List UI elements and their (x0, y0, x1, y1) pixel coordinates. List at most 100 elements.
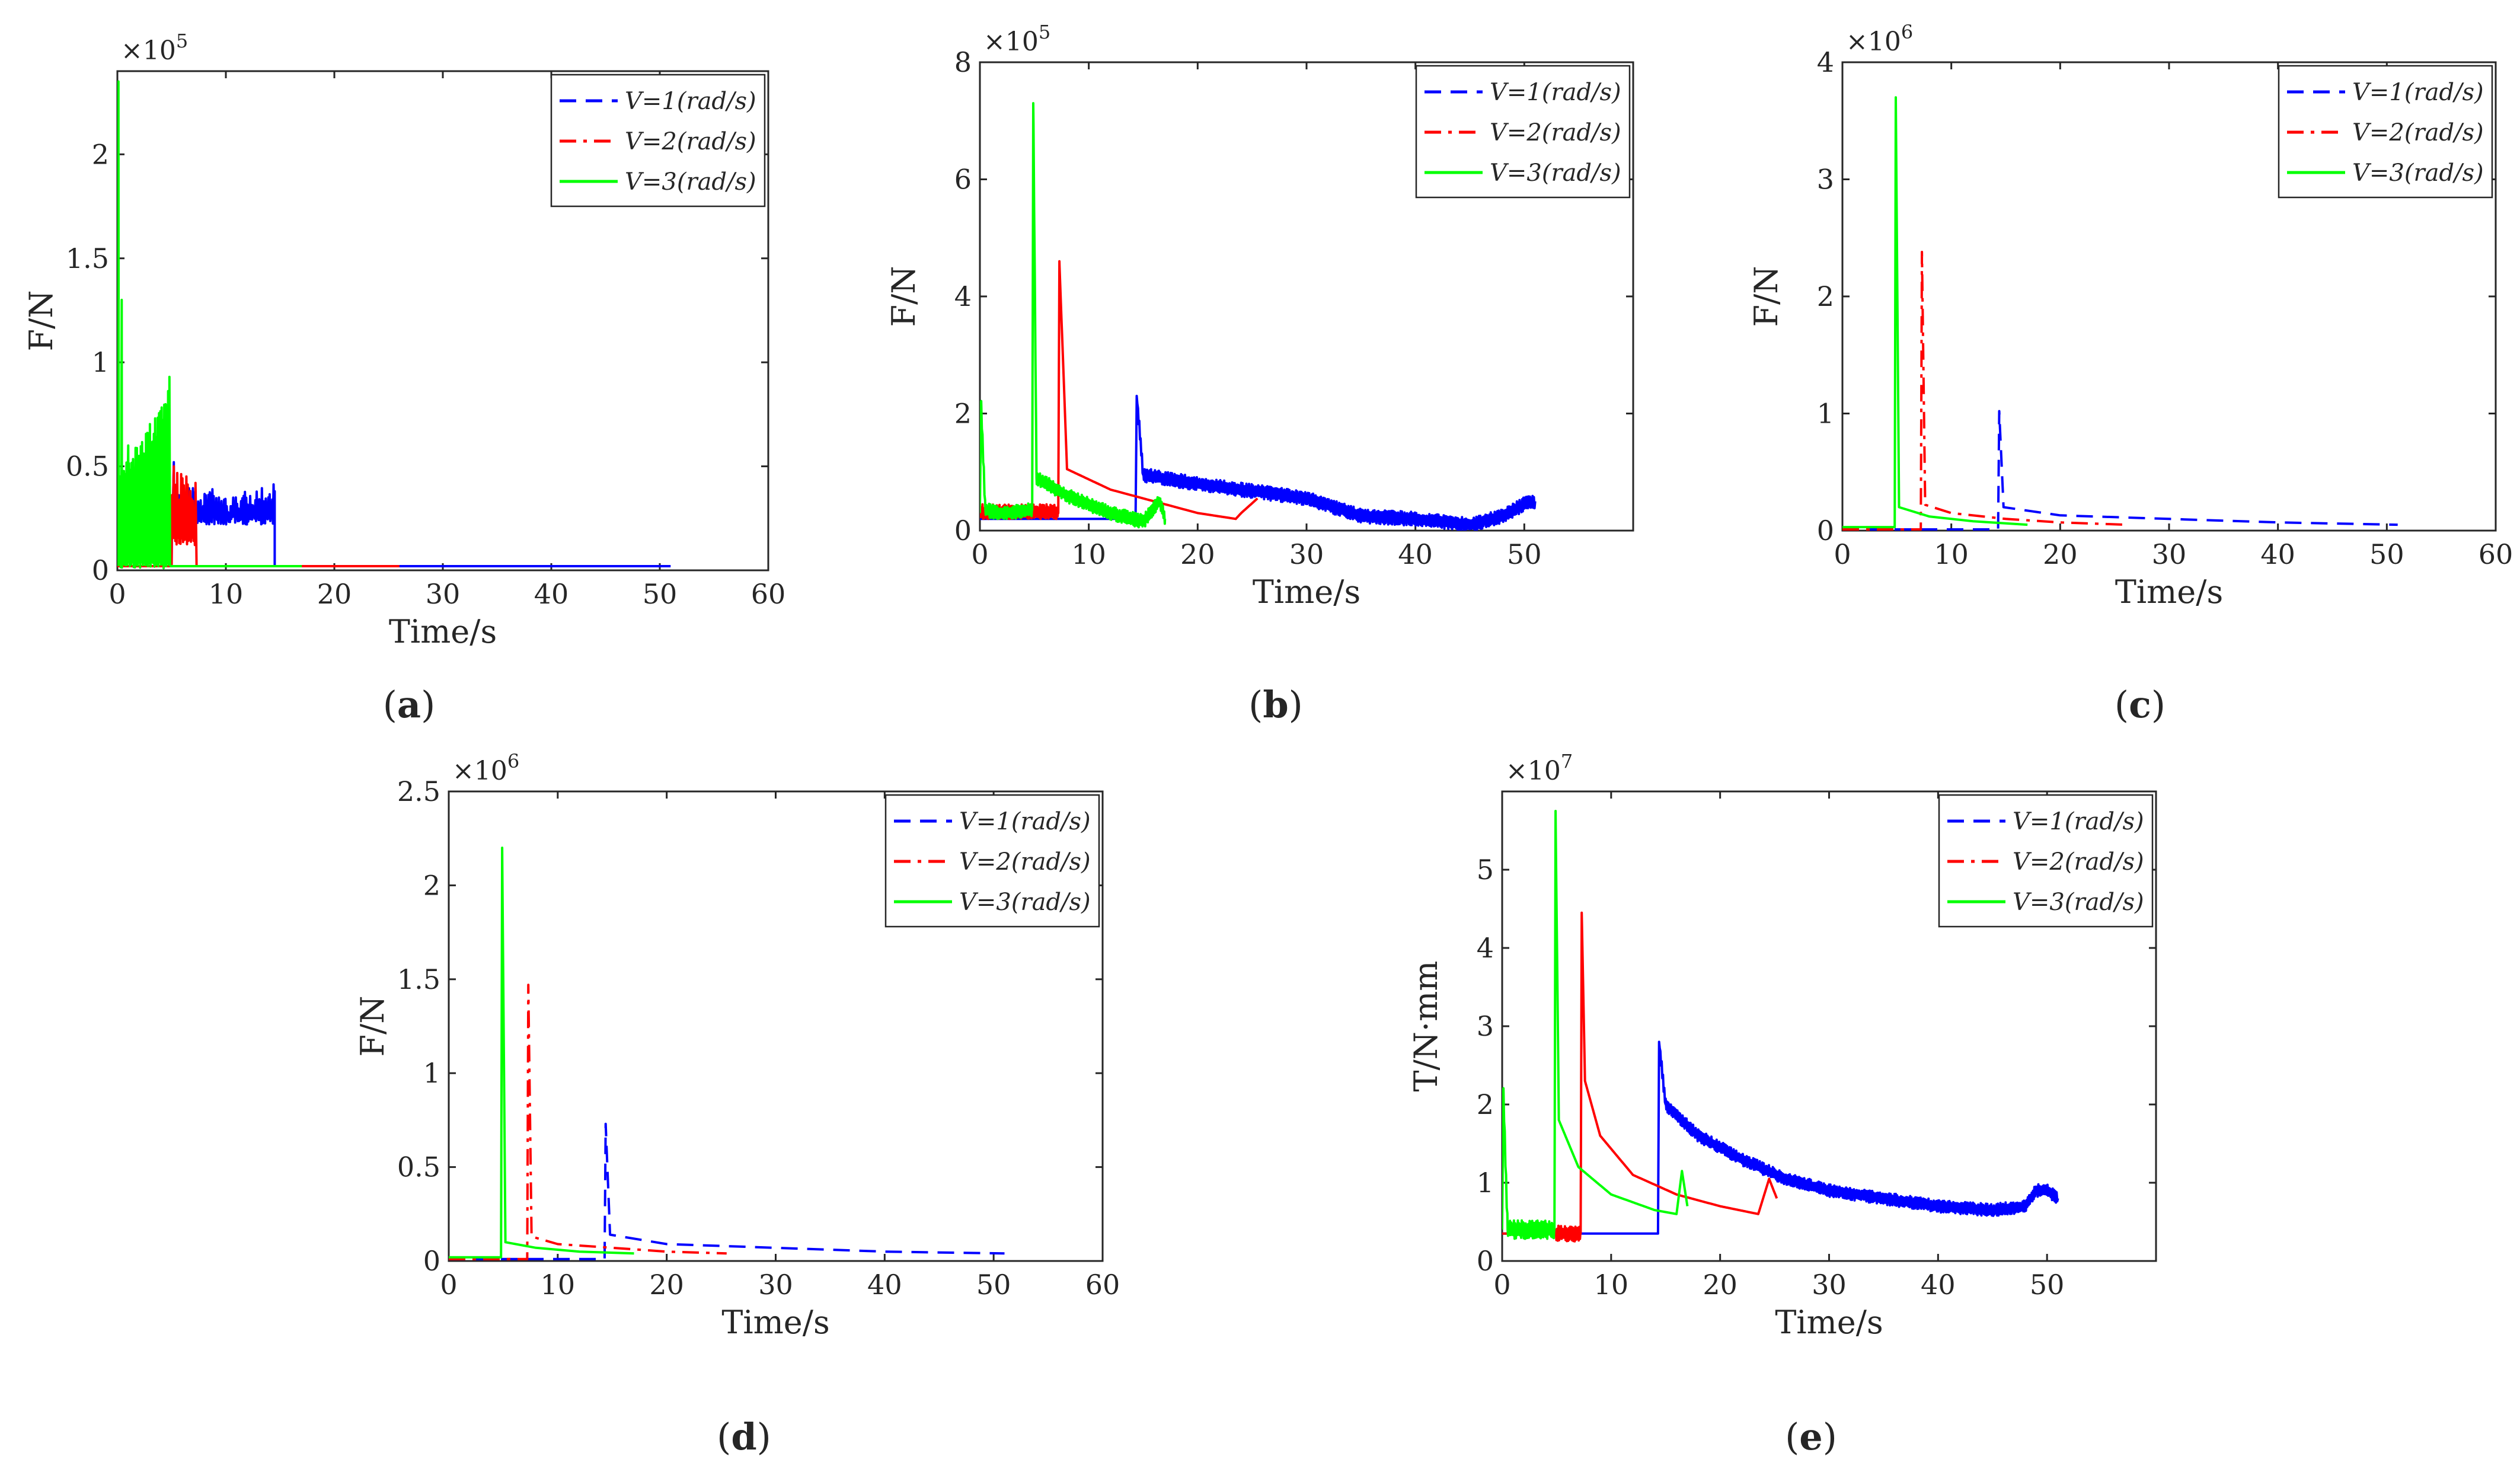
x-tick-label: 20 (317, 578, 352, 610)
y-tick-label: 4 (1817, 46, 1834, 78)
legend-label-3: V=3(rad/s) (2013, 889, 2144, 916)
caption-d: (d) (717, 1415, 771, 1458)
legend-label-2: V=2(rad/s) (1490, 119, 1621, 146)
y-tick-label: 1 (423, 1057, 440, 1089)
y-tick-label: 2 (1817, 280, 1834, 312)
x-tick-label: 0 (971, 538, 988, 570)
y-tick-label: 0 (1817, 515, 1834, 547)
legend-label-2: V=2(rad/s) (959, 848, 1091, 876)
series-group (117, 80, 672, 570)
x-tick-label: 0 (108, 578, 126, 610)
y-tick-label: 1 (1477, 1167, 1494, 1199)
y-tick-label: 2 (1477, 1088, 1494, 1120)
y-axis-label: F/N (23, 290, 60, 352)
x-tick-label: 50 (976, 1269, 1011, 1301)
chart-a: 0 10 20 30 40 50 60 0 0.5 1 1.5 2 Time/s F/N ×105 V=1(r… (23, 30, 785, 650)
x-tick-label: 60 (2479, 538, 2513, 570)
legend-label-1: V=1(rad/s) (2013, 808, 2144, 835)
legend-label-3: V=3(rad/s) (1490, 159, 1621, 187)
x-tick-label: 0 (1493, 1269, 1510, 1301)
chart-c: 0 10 20 30 40 50 60 0 1 2 3 4 Time/s F/N ×106 V=1(rad/s… (1748, 21, 2513, 611)
y-tick-label: 1.5 (66, 242, 109, 274)
y-tick-label: 2.5 (397, 775, 440, 807)
x-axis-label: Time/s (1775, 1304, 1883, 1341)
axis-exponent: ×107 (1506, 750, 1573, 786)
legend: V=1(rad/s) V=2(rad/s) V=3(rad/s) (884, 794, 1100, 928)
y-axis-label: F/N (354, 996, 391, 1057)
series-line-2 (449, 984, 727, 1260)
legend-label-2: V=2(rad/s) (625, 128, 756, 155)
x-tick-label: 0 (1834, 538, 1851, 570)
series-line-1 (1502, 1040, 2059, 1235)
series-line-2 (1842, 251, 2126, 531)
legend: V=1(rad/s) V=2(rad/s) V=3(rad/s) (1938, 794, 2154, 928)
x-tick-label: 20 (1703, 1269, 1738, 1301)
legend: V=1(rad/s) V=2(rad/s) V=3(rad/s) (1415, 65, 1631, 199)
x-tick-label: 10 (1594, 1269, 1629, 1301)
caption-a: (a) (383, 683, 436, 726)
x-axis-label: Time/s (721, 1304, 829, 1341)
caption-c: (c) (2115, 683, 2166, 726)
y-axis-label: T/N·mm (1407, 960, 1445, 1091)
x-tick-label: 60 (751, 578, 786, 610)
series-line-3 (1842, 96, 2028, 529)
series-line-3 (449, 847, 634, 1259)
series-line-3 (980, 102, 1167, 529)
x-tick-label: 30 (758, 1269, 793, 1301)
y-tick-label: 0.5 (397, 1151, 440, 1183)
x-tick-label: 50 (2369, 538, 2404, 570)
chart-d: 0 10 20 30 40 50 60 0 0.5 1 1.5 2 2.5 Time/s F/N ×106 V=… (354, 750, 1120, 1341)
x-tick-label: 40 (2260, 538, 2295, 570)
legend-label-2: V=2(rad/s) (2013, 848, 2144, 876)
legend-label-1: V=1(rad/s) (1490, 79, 1621, 106)
x-tick-label: 60 (1085, 1269, 1120, 1301)
y-axis-label: F/N (885, 266, 922, 327)
legend-label-3: V=3(rad/s) (959, 889, 1091, 916)
axis-exponent: ×106 (452, 750, 519, 786)
series-line-3 (117, 80, 303, 570)
y-tick-label: 2 (954, 398, 972, 430)
y-tick-label: 4 (1477, 932, 1494, 964)
x-tick-label: 40 (1921, 1269, 1956, 1301)
series-group (980, 102, 1537, 531)
legend-label-3: V=3(rad/s) (2352, 159, 2484, 187)
caption-e: (e) (1785, 1415, 1837, 1458)
x-tick-label: 10 (1071, 538, 1106, 570)
x-tick-label: 50 (643, 578, 678, 610)
x-axis-label: Time/s (389, 613, 497, 650)
y-tick-label: 3 (1477, 1010, 1494, 1042)
chart-b: 0 10 20 30 40 5002468Time/sF/N×105V=1(rad/s)V… (885, 21, 1634, 611)
y-tick-label: 4 (954, 280, 972, 312)
y-tick-label: 2 (92, 138, 109, 170)
y-axis-label: F/N (1748, 266, 1785, 327)
chart-e: 0 10 20 30 40 50 0 1 2 3 4 5 Time/s T/N·mm ×107 V=1(rad… (1407, 750, 2157, 1341)
axis-exponent: ×105 (121, 30, 188, 66)
legend: V=1(rad/s) V=2(rad/s) V=3(rad/s) (550, 74, 766, 207)
x-tick-label: 0 (440, 1269, 457, 1301)
y-tick-label: 2 (423, 869, 440, 901)
series-line-1 (449, 1122, 1005, 1260)
y-tick-label: 3 (1817, 164, 1834, 196)
x-tick-label: 20 (649, 1269, 684, 1301)
axis-exponent: ×105 (983, 21, 1050, 57)
series-line-1 (980, 394, 1537, 531)
y-tick-label: 0.5 (66, 451, 109, 483)
x-tick-label: 50 (2030, 1269, 2065, 1301)
x-axis-label: Time/s (2115, 573, 2223, 611)
x-tick-label: 40 (1398, 538, 1433, 570)
legend-label-1: V=1(rad/s) (959, 808, 1091, 835)
legend-label-3: V=3(rad/s) (625, 168, 756, 196)
y-tick-label: 0 (1477, 1245, 1494, 1277)
x-tick-label: 10 (1934, 538, 1969, 570)
x-tick-label: 20 (2043, 538, 2078, 570)
x-tick-label: 50 (1507, 538, 1542, 570)
series-line-3 (1502, 810, 1689, 1240)
x-tick-label: 10 (209, 578, 244, 610)
x-tick-label: 30 (426, 578, 461, 610)
y-tick-label: 1 (1817, 398, 1834, 430)
y-tick-label: 1.5 (397, 963, 440, 995)
series-group (1842, 96, 2398, 531)
legend-label-1: V=1(rad/s) (625, 88, 756, 115)
x-tick-label: 30 (1289, 538, 1324, 570)
